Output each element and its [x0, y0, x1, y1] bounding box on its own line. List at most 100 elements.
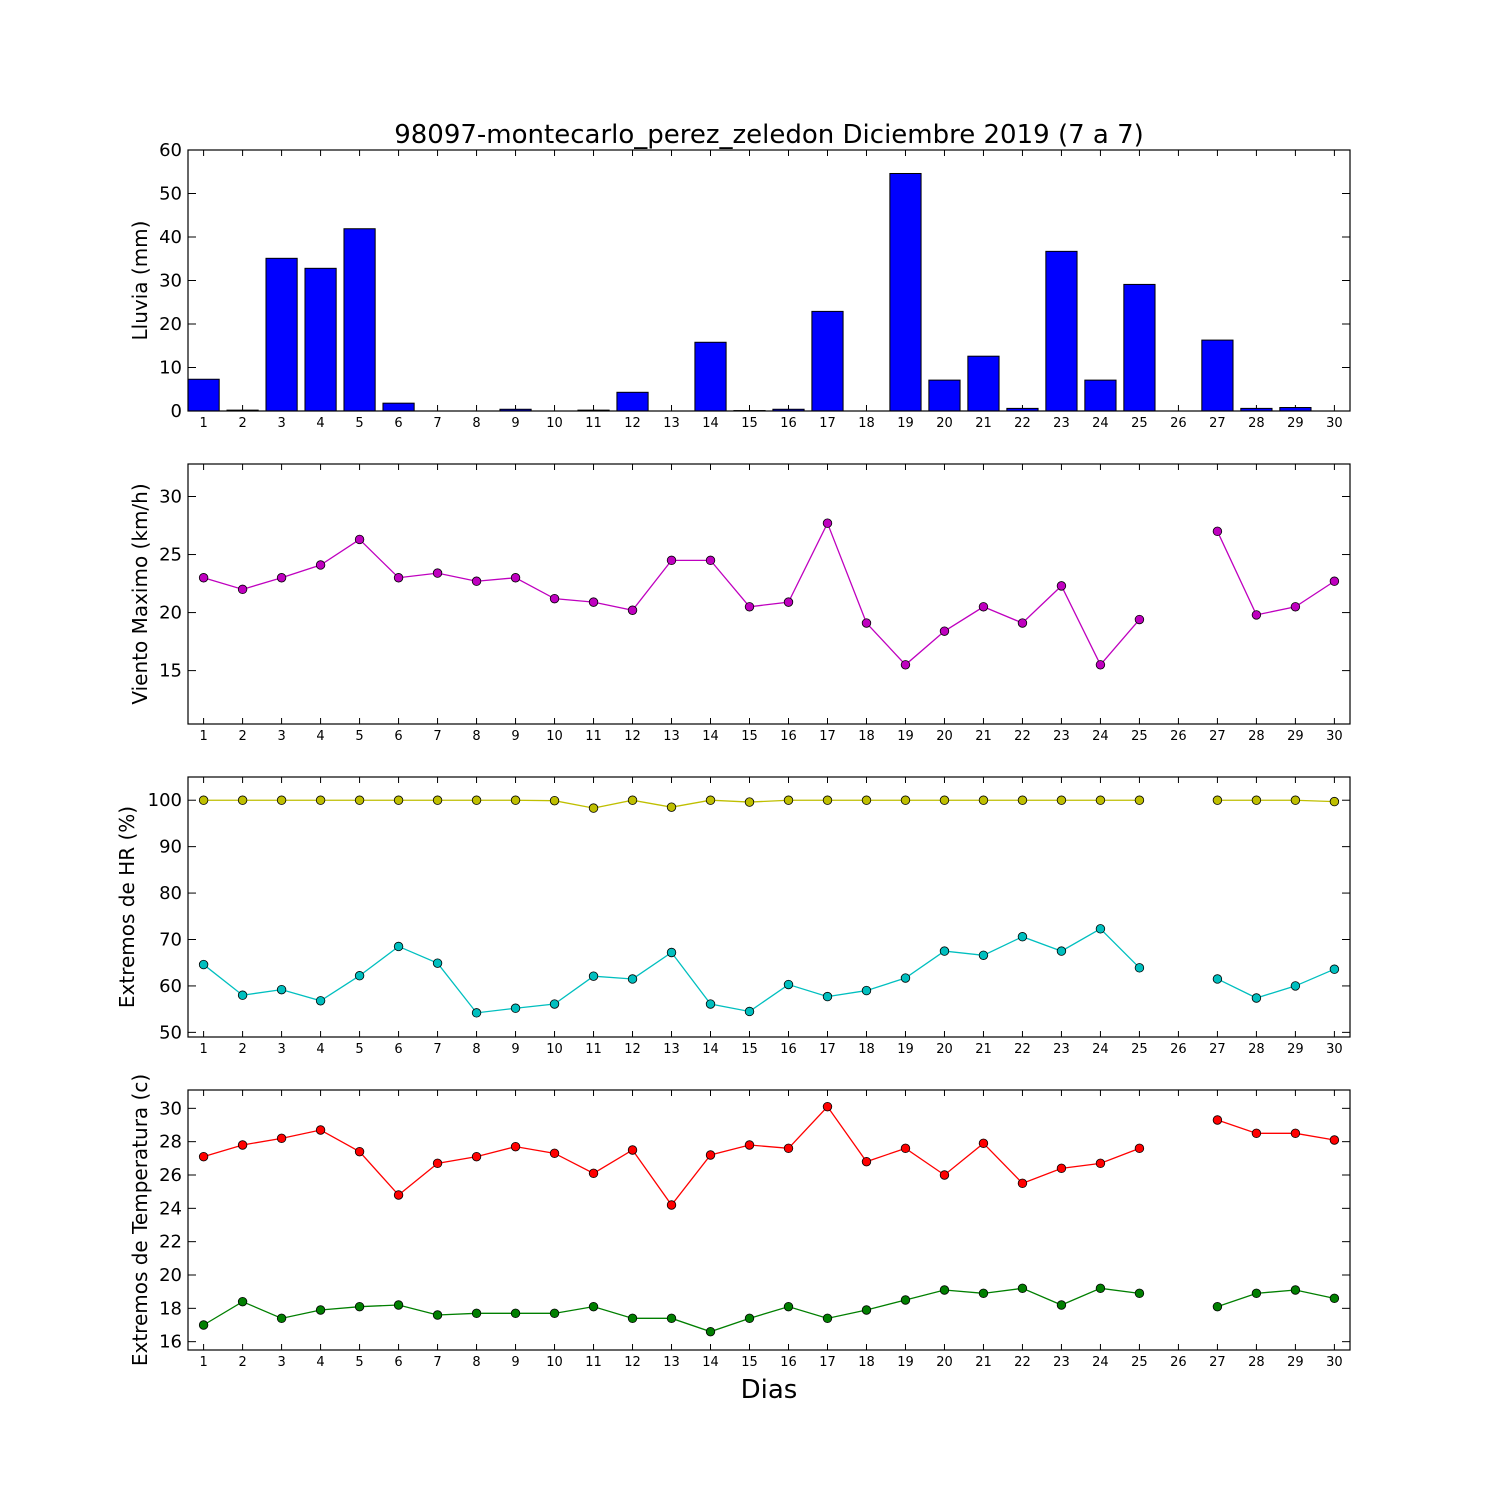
data-point-day-14: [705, 555, 716, 566]
series-1: [198, 1101, 1340, 1210]
x-tick-label: 17: [819, 729, 836, 744]
data-point-day-25: [1134, 795, 1145, 805]
x-tick-label: 4: [316, 1042, 324, 1057]
x-tick-label: 4: [316, 1355, 324, 1370]
y-tick-label: 90: [159, 837, 182, 858]
x-tick-label: 14: [702, 729, 719, 744]
x-tick-label: 30: [1326, 1355, 1343, 1370]
rain-bar-day-27: [1201, 339, 1234, 412]
data-point-day-19: [900, 660, 911, 670]
data-point-day-13: [666, 555, 677, 566]
x-tick-label: 2: [238, 1355, 246, 1370]
x-tick-label: 11: [585, 1355, 602, 1370]
x-tick-label: 2: [238, 1042, 246, 1057]
x-tick-label: 8: [472, 1355, 480, 1370]
data-point-day-22: [1017, 1178, 1028, 1189]
x-tick-label: 23: [1053, 729, 1070, 744]
x-tick-label: 25: [1131, 729, 1148, 744]
x-tick-label: 18: [858, 1355, 875, 1370]
data-point-day-20: [939, 795, 950, 805]
data-point-day-10: [549, 1148, 560, 1159]
data-point-day-11: [588, 1168, 599, 1179]
y-tick-label: 30: [159, 487, 182, 508]
x-tick-label: 8: [472, 729, 480, 744]
data-point-day-9: [510, 1141, 521, 1152]
data-point-day-15: [744, 797, 755, 807]
data-point-day-10: [549, 795, 560, 806]
data-point-day-21: [978, 1138, 989, 1149]
data-point-day-16: [783, 979, 794, 990]
x-tick-label: 16: [780, 1355, 797, 1370]
y-axis-label: Extremos de HR (%): [115, 806, 139, 1008]
data-point-day-4: [315, 1125, 326, 1135]
rain-bar-day-1: [187, 378, 220, 412]
x-tick-label: 26: [1170, 1042, 1187, 1057]
data-point-day-12: [627, 795, 638, 805]
data-point-day-5: [354, 795, 365, 805]
y-tick-label: 30: [159, 271, 182, 292]
x-tick-label: 1: [199, 1355, 207, 1370]
y-tick-label: 80: [159, 883, 182, 904]
x-tick-label: 3: [277, 729, 285, 744]
x-tick-label: 27: [1209, 1042, 1226, 1057]
x-tick-label: 15: [741, 416, 758, 431]
data-point-day-21: [978, 1288, 989, 1299]
x-tick-label: 23: [1053, 1042, 1070, 1057]
data-point-day-7: [432, 958, 443, 968]
data-point-day-15: [744, 1006, 755, 1017]
x-tick-label: 13: [663, 1355, 680, 1370]
data-point-day-6: [393, 941, 404, 952]
x-tick-label: 29: [1287, 416, 1304, 431]
x-tick-label: 4: [316, 416, 324, 431]
x-tick-label: 28: [1248, 1042, 1265, 1057]
x-tick-label: 14: [702, 1042, 719, 1057]
data-point-day-29: [1290, 1128, 1301, 1139]
x-tick-label: 20: [936, 1355, 953, 1370]
data-point-day-3: [276, 795, 287, 805]
data-point-day-14: [705, 795, 716, 805]
x-tick-label: 5: [355, 729, 363, 744]
data-point-day-15: [744, 1140, 755, 1150]
x-tick-label: 25: [1131, 1042, 1148, 1057]
x-tick-label: 22: [1014, 416, 1031, 431]
data-point-day-18: [861, 618, 872, 628]
x-tick-label: 10: [546, 1355, 563, 1370]
data-point-day-8: [471, 576, 482, 586]
data-point-day-3: [276, 1313, 287, 1324]
x-tick-label: 27: [1209, 416, 1226, 431]
x-tick-label: 24: [1092, 729, 1109, 744]
data-point-day-8: [471, 1151, 482, 1162]
data-point-day-20: [939, 1285, 950, 1295]
x-tick-label: 30: [1326, 729, 1343, 744]
data-point-day-4: [315, 1305, 326, 1315]
data-point-day-6: [393, 1190, 404, 1200]
data-point-day-15: [744, 602, 755, 612]
x-tick-label: 26: [1170, 729, 1187, 744]
data-point-day-5: [354, 971, 365, 981]
x-tick-label: 9: [511, 416, 519, 431]
data-point-day-13: [666, 1200, 677, 1210]
y-axis-label: Viento Maximo (km/h): [128, 483, 152, 704]
data-point-day-30: [1329, 576, 1340, 586]
x-tick-label: 22: [1014, 729, 1031, 744]
x-tick-label: 9: [511, 729, 519, 744]
x-tick-label: 24: [1092, 1355, 1109, 1370]
rain-bar-day-21: [967, 355, 1000, 412]
x-tick-label: 20: [936, 729, 953, 744]
x-tick-label: 7: [433, 416, 441, 431]
y-tick-label: 30: [159, 1098, 182, 1119]
data-point-day-25: [1134, 963, 1145, 973]
data-point-day-27: [1212, 974, 1223, 984]
data-point-day-22: [1017, 618, 1028, 628]
x-tick-label: 12: [624, 1355, 641, 1370]
x-tick-label: 8: [472, 416, 480, 431]
data-point-day-12: [627, 605, 638, 615]
series-line: [203, 928, 1140, 1014]
x-tick-label: 9: [511, 1042, 519, 1057]
y-tick-label: 20: [159, 1265, 182, 1286]
data-point-day-9: [510, 795, 521, 805]
series-line: [1217, 1119, 1335, 1141]
data-point-day-11: [588, 803, 599, 813]
